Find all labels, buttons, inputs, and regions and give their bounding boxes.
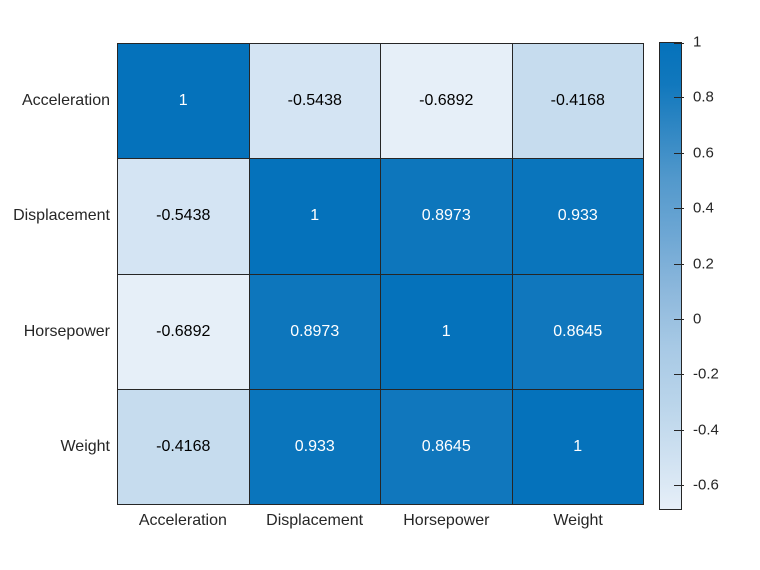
colorbar-tick-mark <box>674 430 684 431</box>
heatmap-cell-2-1: 0.8973 <box>249 274 380 389</box>
cell-value: 0.933 <box>557 207 598 225</box>
heatmap-cell-3-0: -0.4168 <box>118 389 249 504</box>
colorbar-tick-label: 0.2 <box>693 255 714 273</box>
y-axis-label-weight: Weight <box>60 438 110 456</box>
x-axis-labels: Acceleration Displacement Horsepower Weight <box>117 512 644 534</box>
cell-value: 0.8973 <box>421 207 471 225</box>
cell-value: -0.4168 <box>550 92 605 110</box>
heatmap-cell-1-3: 0.933 <box>512 159 643 274</box>
colorbar-tick-label: -0.2 <box>693 365 719 383</box>
colorbar-tick-label: 0.8 <box>693 88 714 106</box>
colorbar-tick-mark <box>674 208 684 209</box>
colorbar-tick-label: 1 <box>693 33 702 51</box>
colorbar-tick-label: 0.4 <box>693 199 714 217</box>
colorbar-tick-label: -0.6 <box>693 476 719 494</box>
colorbar-tick-mark <box>674 97 684 98</box>
colorbar-tick-mark <box>674 485 684 486</box>
heatmap-cell-1-2: 0.8973 <box>381 159 512 274</box>
x-axis-label-horsepower: Horsepower <box>403 512 490 529</box>
cell-value: 0.8973 <box>290 322 340 340</box>
heatmap-cell-2-2: 1 <box>381 274 512 389</box>
cell-value: 0.933 <box>294 437 335 455</box>
y-axis-label-displacement: Displacement <box>13 207 110 225</box>
heatmap-cell-1-0: -0.5438 <box>118 159 249 274</box>
cell-value: 1 <box>310 207 320 225</box>
cell-value: 1 <box>441 322 451 340</box>
colorbar-tick-mark <box>674 374 684 375</box>
colorbar-tick-mark <box>674 264 684 265</box>
y-axis-label-acceleration: Acceleration <box>21 91 110 109</box>
cell-value: 0.8645 <box>553 322 603 340</box>
heatmap-cell-3-1: 0.933 <box>249 389 380 504</box>
colorbar-tick-label: 0 <box>693 310 702 328</box>
x-axis-label-displacement: Displacement <box>266 512 364 529</box>
y-axis-label-horsepower: Horsepower <box>23 322 110 340</box>
cell-value: -0.6892 <box>156 322 211 340</box>
heatmap-cell-2-3: 0.8645 <box>512 274 643 389</box>
cell-value: -0.4168 <box>156 437 211 455</box>
heatmap-cell-1-1: 1 <box>249 159 380 274</box>
colorbar-tick-mark <box>674 153 684 154</box>
x-axis-label-acceleration: Acceleration <box>138 512 227 529</box>
colorbar-tick-label: -0.4 <box>693 421 719 439</box>
heatmap-cell-0-3: -0.4168 <box>512 44 643 159</box>
colorbar: 1 0.8 0.6 0.4 0.2 0 -0.2 -0.4 -0.6 <box>659 34 759 510</box>
x-axis-label-weight: Weight <box>553 512 603 529</box>
cell-value: 1 <box>573 437 583 455</box>
heatmap-cell-0-2: -0.6892 <box>381 44 512 159</box>
cell-value: 0.8645 <box>421 437 471 455</box>
heatmap-cell-0-1: -0.5438 <box>249 44 380 159</box>
cell-value: -0.6892 <box>419 92 474 110</box>
heatmap-cell-2-0: -0.6892 <box>118 274 249 389</box>
cell-value: -0.5438 <box>287 92 342 110</box>
colorbar-tick-mark <box>674 43 684 44</box>
heatmap-cell-3-2: 0.8645 <box>381 389 512 504</box>
cell-value: -0.5438 <box>156 207 211 225</box>
colorbar-gradient <box>659 42 682 510</box>
heatmap-grid: 1 -0.5438 -0.6892 -0.4168 -0.5438 1 0.8973 0.93… <box>117 43 644 505</box>
y-axis-labels: Acceleration Displacement Horsepower Weight <box>0 43 110 505</box>
cell-value: 1 <box>178 92 188 110</box>
heatmap-cell-3-3: 1 <box>512 389 643 504</box>
heatmap-cell-0-0: 1 <box>118 44 249 159</box>
colorbar-tick-mark <box>674 319 684 320</box>
colorbar-tick-label: 0.6 <box>693 144 714 162</box>
